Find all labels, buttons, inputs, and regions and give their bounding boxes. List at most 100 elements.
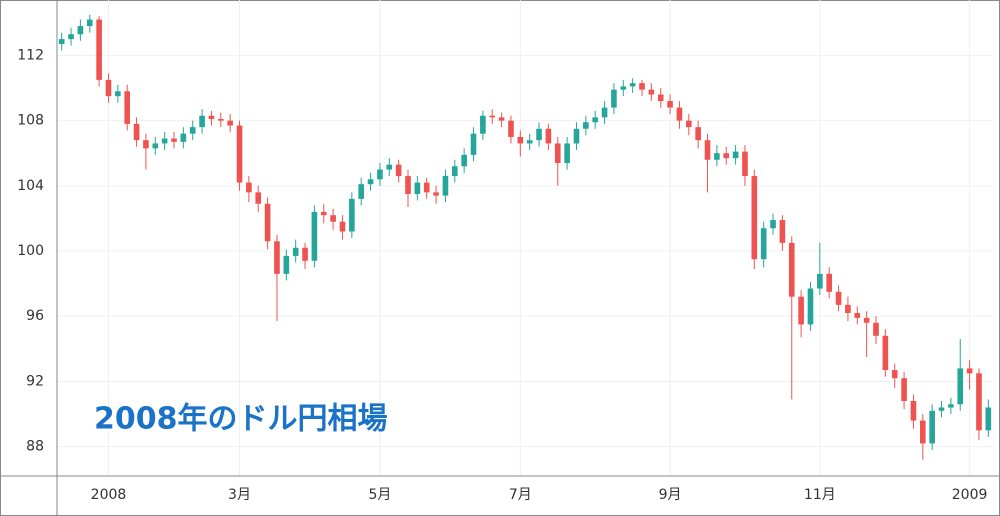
candle-body: [564, 143, 570, 164]
candle-body: [723, 153, 730, 159]
candle-body: [377, 169, 383, 180]
candle-body: [966, 368, 973, 374]
candle-body: [835, 291, 842, 305]
candle-body: [274, 241, 280, 274]
candle-body: [292, 247, 299, 256]
candle-body: [854, 312, 861, 318]
x-tick-label: 7月: [509, 487, 532, 503]
candle-body: [817, 273, 823, 289]
candle-body: [161, 138, 168, 144]
candle-body: [798, 296, 804, 325]
candle-body: [433, 192, 439, 196]
candle-body: [508, 120, 514, 137]
candle-body: [863, 317, 870, 323]
y-tick-label: 112: [17, 47, 44, 63]
candle-body: [657, 94, 664, 102]
candle-body: [732, 151, 739, 159]
candle-body: [620, 86, 627, 90]
candle-body: [470, 133, 477, 155]
candle-body: [217, 119, 224, 121]
candle-body: [554, 143, 561, 164]
candle-body: [180, 133, 187, 142]
candle-body: [592, 117, 599, 123]
candle-body: [948, 404, 954, 408]
candle-body: [573, 128, 580, 144]
candle-body: [498, 117, 505, 121]
grid: [57, 0, 993, 476]
candle-body: [957, 368, 964, 405]
candle-body: [714, 153, 720, 160]
candle-body: [788, 242, 795, 297]
candle-body: [929, 410, 935, 444]
y-tick-label: 108: [17, 113, 44, 129]
candle-body: [685, 120, 692, 128]
y-tick-label: 92: [26, 373, 44, 389]
candle-body: [358, 184, 365, 199]
candle-body: [611, 89, 617, 108]
candle-body: [891, 370, 898, 379]
candle-body: [770, 220, 776, 229]
candle-body: [461, 154, 467, 167]
candle-body: [349, 198, 355, 232]
candle-body: [405, 176, 411, 194]
candle-body: [189, 127, 196, 134]
candle-body: [246, 182, 252, 193]
candle-body: [77, 26, 84, 35]
candle-body: [115, 91, 121, 97]
x-tick-label: 9月: [659, 487, 682, 503]
candle-body: [826, 273, 833, 292]
candle-body: [227, 120, 233, 126]
annotation: 2008年のドル円相場: [94, 402, 388, 437]
candle-body: [751, 176, 758, 260]
candle-body: [695, 127, 701, 141]
x-tick-label: 11月: [804, 487, 836, 503]
candle-body: [208, 115, 215, 119]
candle-body: [489, 115, 496, 118]
y-tick-label: 96: [26, 308, 44, 324]
candle-body: [807, 288, 814, 325]
candle-body: [601, 107, 608, 118]
y-tick-label: 100: [17, 243, 44, 259]
candle-body: [742, 151, 748, 177]
candle-body: [451, 166, 458, 177]
x-tick-label: 3月: [228, 487, 251, 503]
candle-body: [545, 128, 552, 144]
candle-body: [105, 79, 112, 97]
candle-body: [845, 304, 851, 313]
candle-body: [283, 255, 290, 274]
candle-body: [152, 143, 159, 149]
candle-body: [133, 123, 140, 141]
candle-body: [320, 211, 327, 216]
candle-body: [667, 101, 673, 108]
candles: [58, 14, 992, 460]
candle-body: [526, 140, 533, 144]
candle-body: [901, 378, 907, 402]
candle-body: [583, 122, 589, 129]
candle-body: [938, 407, 945, 411]
x-tick-label: 2008: [91, 487, 127, 503]
candle-body: [639, 83, 645, 90]
candle-body: [676, 107, 683, 121]
candle-body: [414, 182, 421, 194]
candle-body: [536, 128, 542, 141]
candle-body: [882, 335, 889, 371]
candle-body: [143, 140, 149, 149]
candle-body: [311, 211, 318, 261]
y-tick-label: 104: [17, 178, 44, 194]
y-tick-label: 88: [26, 439, 44, 455]
candle-body: [760, 228, 767, 260]
candle-body: [910, 401, 917, 421]
candle-body: [339, 221, 346, 232]
candle-body: [395, 164, 402, 177]
candle-body: [386, 164, 393, 170]
candle-body: [96, 19, 102, 80]
candle-body: [58, 39, 65, 45]
candle-body: [976, 373, 982, 431]
candle-body: [264, 203, 271, 242]
candle-body: [985, 407, 992, 431]
candle-body: [919, 420, 926, 444]
candle-body: [171, 138, 177, 142]
candle-body: [124, 91, 131, 124]
